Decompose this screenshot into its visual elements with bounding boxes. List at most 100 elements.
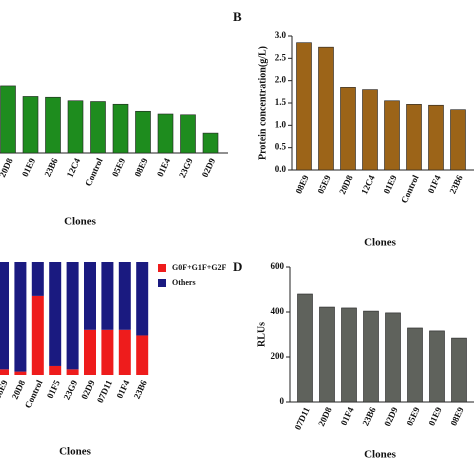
y-tick-label: 0.0 [275,164,287,174]
x-tick-label: 01E9 [381,173,399,195]
bar-segment [118,329,131,375]
y-axis-label: Protein concentration(g/L) [257,46,268,160]
bar [90,101,106,154]
bar-segment [49,365,62,375]
x-tick-label: 07D11 [292,405,311,431]
bar [202,132,219,154]
x-tick-label: 20D8 [316,405,334,428]
bar-segment [0,262,9,370]
y-tick-label: 0 [280,396,285,406]
x-tick-label: 01F4 [426,173,443,195]
y-tick-label: 200 [271,351,285,361]
bar-segment [136,335,149,375]
bar-segment [31,262,44,296]
x-tick-label: 01E9 [20,156,38,178]
bar-segment [101,262,114,330]
bar [112,103,129,154]
x-tick-label: 23B6 [132,378,150,400]
bar [451,337,467,403]
x-tick-label: 01F4 [339,405,356,427]
bar-segment [66,262,79,370]
bar [450,109,466,171]
x-tick-label: 12C4 [65,156,83,179]
bar [135,110,151,154]
x-tick-label: 01E4 [155,156,173,178]
x-tick-label: 05E9 [404,405,422,427]
x-tick-label: 23G9 [62,378,80,401]
bar [341,307,357,403]
bar-segment [66,369,79,375]
y-tick-label: 0.5 [275,142,287,152]
bar-segment [0,369,9,375]
x-tick-label: 08E9 [293,173,311,195]
x-tick-label: 02D9 [200,156,218,179]
x-tick-label: 23B6 [42,156,60,178]
x-axis-label: Clones [64,216,97,228]
bar [429,330,445,403]
x-tick-label: 08E9 [132,156,150,178]
x-axis-label: Clones [59,446,92,458]
bar-segment [101,329,114,375]
x-tick-label: 01F4 [114,378,131,400]
bar [180,114,196,154]
bar [406,104,422,171]
x-tick-label: 07D11 [95,378,114,404]
x-tick-label: 20D8 [337,173,355,196]
bar [385,312,401,403]
x-axis-label: Clones [364,237,397,249]
bar [428,104,444,171]
bar [45,96,61,154]
y-tick-label: 2.5 [275,52,287,62]
y-tick-label: 1.5 [275,97,287,107]
bar [363,310,379,403]
y-axis-label: RLUs [256,322,267,347]
bar-segment [84,262,96,330]
legend-swatch [158,264,166,272]
y-tick-label: 1.0 [275,119,287,129]
bar [340,87,356,171]
x-tick-label: 02D9 [79,378,97,401]
x-tick-label: Control [399,173,421,205]
x-tick-label: 23B6 [360,405,378,427]
legend-label: Others [172,278,196,287]
x-tick-label: 08E9 [448,405,466,427]
legend-swatch [158,279,166,287]
bar-segment [14,262,27,372]
panel-label: D [233,259,242,274]
bar-segment [118,262,131,330]
x-tick-label: 05E9 [315,173,333,195]
x-tick-label: 23B6 [447,173,465,195]
x-tick-label: 20D8 [0,156,15,179]
bar [384,100,400,171]
bar-segment [14,371,27,375]
y-tick-label: 2.0 [275,75,287,85]
x-axis-label: Clones [364,449,397,461]
bar [22,96,39,154]
bar-segment [84,329,96,375]
legend-label: G0F+G1F+G2F [172,263,227,272]
bar [67,100,84,154]
bar [319,306,335,403]
bar [296,42,312,171]
bar [297,293,313,403]
x-tick-label: 05E9 [110,156,128,178]
bar-segment [49,262,62,366]
x-tick-label: Control [83,156,105,188]
y-tick-label: 600 [271,261,285,271]
y-tick-label: 3.0 [275,30,287,40]
bar-segment [136,262,149,336]
x-tick-label: 02D9 [382,405,400,428]
bar-segment [31,295,44,375]
x-tick-label: 08E9 [0,378,10,400]
bar [0,85,16,154]
x-tick-label: 01F5 [45,378,62,400]
x-tick-label: 12C4 [359,173,377,196]
bar [157,113,174,154]
x-tick-label: 20D8 [10,378,28,401]
bar [362,89,378,171]
bar [407,327,423,403]
x-tick-label: 01E9 [426,405,444,427]
panel-label: B [233,9,242,24]
x-tick-label: 23G9 [177,156,195,179]
